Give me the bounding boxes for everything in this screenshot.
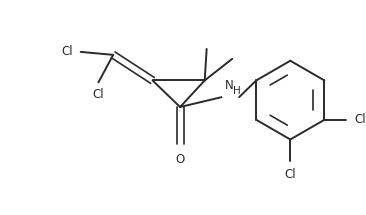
Text: O: O (175, 153, 185, 166)
Text: Cl: Cl (61, 45, 73, 58)
Text: Cl: Cl (284, 168, 296, 181)
Text: N: N (225, 79, 234, 92)
Text: Cl: Cl (354, 113, 366, 126)
Text: H: H (233, 86, 241, 96)
Text: Cl: Cl (93, 88, 104, 101)
